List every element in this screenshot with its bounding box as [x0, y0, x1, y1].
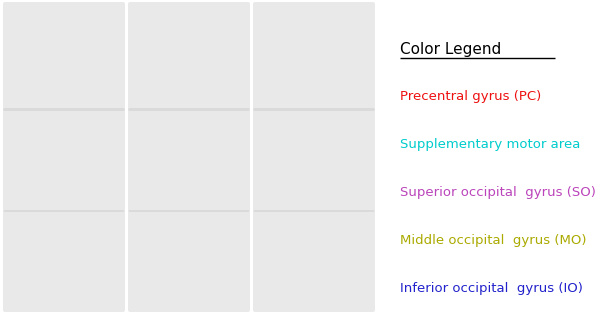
Text: Inferior occipital  gyrus (IO): Inferior occipital gyrus (IO) [400, 282, 583, 295]
FancyBboxPatch shape [3, 2, 125, 111]
FancyBboxPatch shape [253, 210, 375, 312]
FancyBboxPatch shape [128, 108, 250, 212]
Text: Superior occipital  gyrus (SO): Superior occipital gyrus (SO) [400, 186, 596, 199]
FancyBboxPatch shape [253, 108, 375, 212]
FancyBboxPatch shape [128, 210, 250, 312]
Text: Middle occipital  gyrus (MO): Middle occipital gyrus (MO) [400, 234, 587, 247]
Text: Color Legend: Color Legend [400, 42, 501, 57]
Text: Supplementary motor area: Supplementary motor area [400, 138, 581, 151]
FancyBboxPatch shape [3, 108, 125, 212]
Text: Precentral gyrus (PC): Precentral gyrus (PC) [400, 90, 541, 103]
FancyBboxPatch shape [253, 2, 375, 111]
FancyBboxPatch shape [3, 210, 125, 312]
FancyBboxPatch shape [128, 2, 250, 111]
